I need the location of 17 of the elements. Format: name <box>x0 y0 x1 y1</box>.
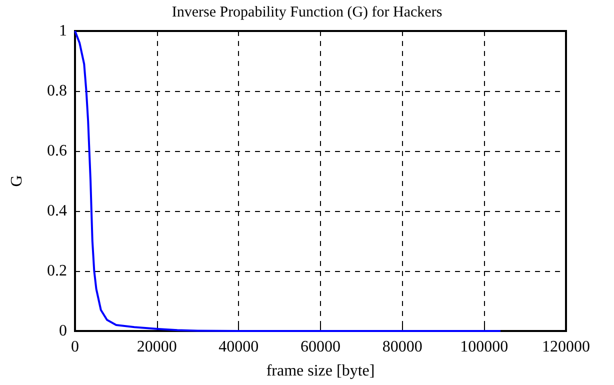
y-tick-label: 1 <box>59 22 67 40</box>
chart-title: Inverse Propability Function (G) for Hackers <box>172 4 442 20</box>
x-tick-label: 120000 <box>542 338 590 356</box>
x-tick-label: 100000 <box>460 338 508 356</box>
x-tick-label: 20000 <box>136 338 177 356</box>
x-tick-label: 0 <box>71 338 79 356</box>
x-tick-label: 40000 <box>218 338 259 356</box>
y-axis-title: G <box>8 174 26 187</box>
y-tick-label: 0.2 <box>47 262 67 280</box>
y-tick-label: 0.6 <box>47 142 67 160</box>
y-tick-label: 0 <box>59 322 67 340</box>
y-tick-label: 0.4 <box>47 202 67 220</box>
line-series <box>74 30 502 332</box>
x-axis-title: frame size [byte] <box>266 362 375 380</box>
x-tick-label: 60000 <box>300 338 340 356</box>
y-tick-label: 0.8 <box>47 82 67 100</box>
x-tick-label: 80000 <box>382 338 422 356</box>
